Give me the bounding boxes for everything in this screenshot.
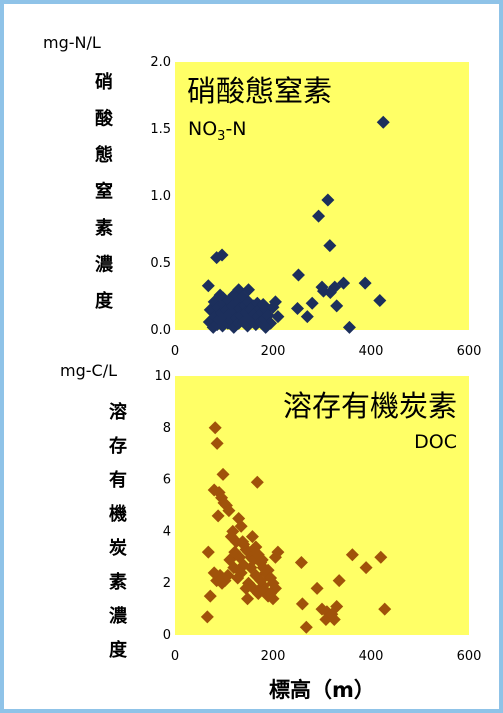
doc-point (245, 530, 259, 544)
doc-xlabel: 標高（m） (269, 678, 375, 702)
no3-xtick-group: 0 200 400 600 (171, 344, 482, 359)
no3-unit-label: mg-N/L (43, 33, 101, 52)
doc-point (255, 553, 269, 567)
doc-point (325, 607, 339, 621)
no3-point (312, 209, 326, 223)
doc-point (345, 548, 359, 562)
doc-chart-title: 溶存有機炭素 (283, 389, 457, 423)
no3-point (291, 302, 304, 316)
no3-point (342, 320, 356, 334)
no3-point (259, 320, 273, 334)
doc-point (310, 581, 324, 595)
doc-point (241, 592, 255, 606)
doc-xtick-label: 600 (457, 649, 482, 664)
doc-point (271, 545, 285, 559)
doc-ytick-group: 0 2 4 6 8 10 (154, 369, 171, 643)
doc-xtick-label: 200 (261, 649, 286, 664)
doc-point (222, 504, 236, 518)
doc-point (210, 436, 224, 450)
doc-xtick-label: 0 (171, 649, 179, 664)
no3-xtick-label: 600 (457, 344, 482, 359)
doc-point (378, 602, 392, 616)
no3-point (330, 299, 344, 313)
no3-point (323, 285, 337, 299)
no3-point (291, 268, 305, 282)
doc-point-group (200, 421, 392, 634)
no3-point (305, 296, 319, 310)
doc-point (299, 620, 313, 634)
doc-point (244, 561, 258, 575)
no3-ytick-label: 1.0 (150, 189, 171, 204)
doc-point (211, 509, 225, 523)
no3-point (268, 295, 282, 309)
doc-ylabel: 溶存有機炭素濃度 (109, 401, 128, 661)
doc-chart: 0 2 4 6 8 10 0 200 400 600 mg-C/L 溶存有機炭素濃度 溶存有機炭… (60, 361, 481, 702)
no3-point (376, 115, 390, 129)
doc-ytick-label: 2 (163, 576, 171, 591)
no3-ytick-label: 0.0 (150, 323, 171, 338)
no3-ytick-label: 0.5 (150, 256, 171, 271)
doc-point (236, 535, 250, 549)
doc-point (203, 589, 217, 603)
doc-point (254, 574, 268, 588)
no3-point-group (201, 115, 390, 334)
doc-ytick-label: 6 (163, 473, 171, 488)
doc-point (234, 519, 248, 533)
doc-point (374, 550, 388, 564)
doc-point (208, 421, 222, 435)
no3-point (358, 276, 372, 290)
no3-ytick-label: 1.5 (150, 122, 171, 137)
no3-chart: 0.0 0.5 1.0 1.5 2.0 0 200 400 600 mg-N/L 硝酸態窒素濃… (43, 33, 481, 359)
doc-ytick-label: 10 (154, 369, 171, 384)
doc-point (250, 475, 264, 489)
doc-unit-label: mg-C/L (60, 361, 117, 380)
doc-point (216, 467, 230, 481)
doc-point (294, 555, 308, 569)
no3-point (373, 294, 387, 308)
doc-point (239, 581, 253, 595)
doc-point (359, 561, 373, 575)
no3-xtick-label: 400 (359, 344, 384, 359)
doc-chart-subtitle: DOC (414, 431, 457, 453)
doc-point (201, 545, 215, 559)
no3-point (210, 251, 224, 265)
doc-point (266, 592, 280, 606)
doc-point (228, 545, 242, 559)
doc-point (200, 610, 214, 624)
no3-ylabel: 硝酸態窒素濃度 (95, 71, 114, 312)
doc-ytick-label: 8 (163, 421, 171, 436)
no3-ytick-group: 0.0 0.5 1.0 1.5 2.0 (150, 55, 171, 338)
no3-xtick-label: 200 (261, 344, 286, 359)
no3-chart-subtitle: NO3-N (188, 118, 247, 144)
doc-point (207, 566, 221, 580)
no3-point (321, 193, 335, 207)
no3-point (300, 310, 314, 324)
doc-ytick-label: 0 (163, 628, 171, 643)
doc-point (332, 574, 346, 588)
doc-xtick-group: 0 200 400 600 (171, 649, 482, 664)
no3-point (213, 288, 227, 302)
no3-ytick-label: 2.0 (150, 55, 171, 70)
no3-chart-title: 硝酸態窒素 (187, 74, 332, 108)
doc-xtick-label: 400 (359, 649, 384, 664)
no3-point (271, 310, 285, 324)
doc-point (295, 597, 309, 611)
no3-point (201, 279, 215, 293)
doc-point (231, 571, 245, 585)
no3-point (245, 314, 259, 328)
doc-ytick-label: 4 (163, 524, 171, 539)
no3-xtick-label: 0 (171, 344, 179, 359)
no3-point (323, 239, 337, 253)
